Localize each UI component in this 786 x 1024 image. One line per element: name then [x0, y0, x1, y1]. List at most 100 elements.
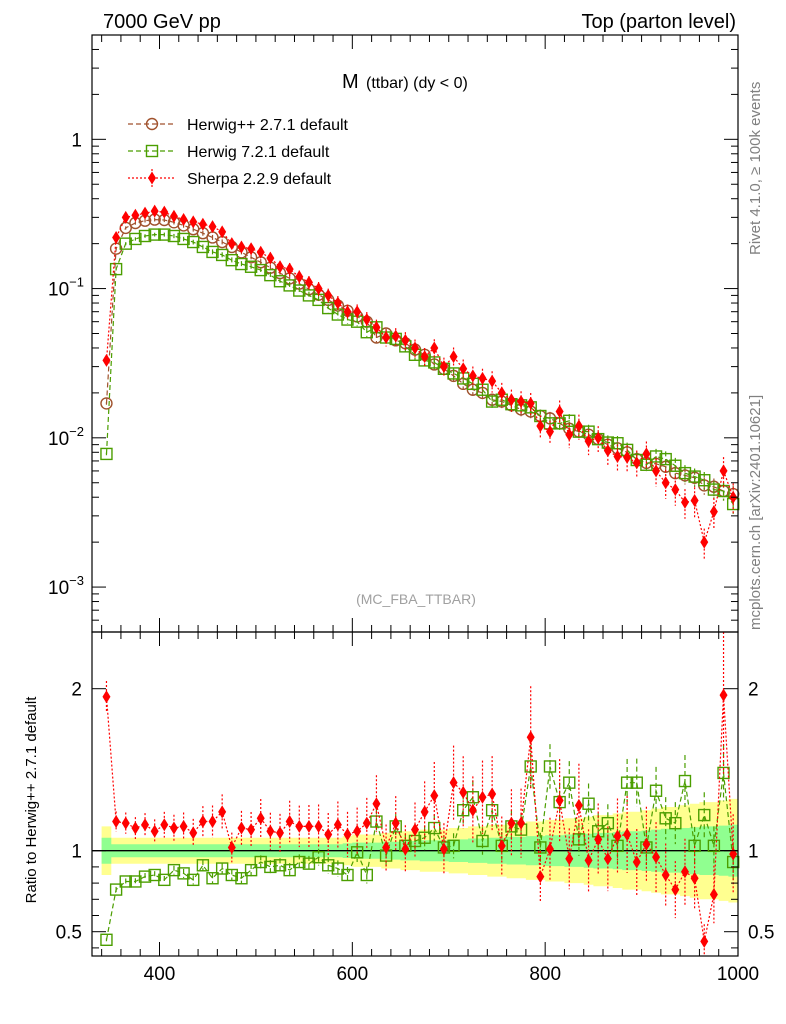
sherpa-point [420, 805, 429, 819]
sherpa-point [247, 823, 256, 837]
sherpa-line [105, 210, 734, 545]
sherpa-point [343, 828, 352, 841]
herwig7-point [678, 466, 692, 480]
sherpa-point [314, 282, 323, 296]
herwig7-point [109, 262, 123, 276]
sherpa-point [382, 840, 391, 854]
ratio-y-tick-label: 1 [71, 842, 82, 863]
sherpa-point [372, 797, 381, 811]
sherpa-point [468, 369, 477, 383]
herwig7-point [244, 863, 258, 877]
sherpa-point [227, 237, 236, 251]
sherpa-point [652, 464, 661, 478]
herwigpp-point [100, 397, 113, 410]
herwig7-point [350, 846, 364, 859]
sherpa-point [690, 494, 699, 508]
sherpa-point [584, 434, 593, 448]
herwig7-point [100, 447, 113, 461]
sherpa-point [488, 787, 497, 801]
sherpa-point [295, 270, 304, 284]
sherpa-point [565, 852, 574, 866]
y-tick-label-exp: −2 [69, 424, 84, 439]
sherpa-point [700, 934, 709, 948]
herwig7-point [158, 228, 171, 241]
herwig7-point [167, 863, 181, 877]
legend-label: Herwig++ 2.7.1 default [187, 117, 349, 134]
sherpa-point [449, 776, 458, 790]
sherpa-point [343, 305, 352, 319]
legend: Herwig++ 2.7.1 default Herwig 7.2.1 defau… [128, 117, 349, 188]
y-tick-label: 1 [71, 130, 82, 151]
herwig7-point [360, 868, 373, 882]
sherpa-point [603, 852, 612, 866]
herwig7-point [563, 414, 576, 428]
herwig7-point [620, 776, 634, 789]
sherpa-point [276, 260, 285, 274]
herwig7-point [630, 776, 643, 789]
sherpa-point [169, 209, 178, 223]
sherpa-point [449, 350, 458, 364]
herwig7-point [418, 831, 431, 844]
sherpa-point [285, 262, 294, 276]
herwig7-point [447, 839, 460, 853]
x-tick-label: 1000 [717, 964, 759, 985]
sherpa-point [169, 821, 178, 835]
sherpa-point [709, 887, 718, 901]
herwig7-point [273, 275, 287, 288]
sherpa-point [623, 828, 632, 841]
sherpa-point [148, 171, 156, 185]
herwig7-point [543, 760, 557, 773]
sherpa-point [497, 839, 506, 853]
title-sub: (ttbar) (dy < 0) [366, 75, 468, 92]
sherpa-point [690, 871, 699, 885]
sherpa-point [497, 386, 506, 400]
sherpa-point [198, 815, 207, 829]
sherpa-point [584, 853, 593, 867]
sherpa-point [112, 230, 121, 244]
herwig7-point [283, 863, 296, 877]
sherpa-point [555, 793, 564, 807]
sherpa-point [150, 204, 159, 218]
sherpa-point [141, 818, 150, 832]
sherpa-point [160, 205, 169, 219]
herwig7-point [129, 232, 142, 246]
sherpa-point [372, 320, 381, 334]
title-main: M [342, 71, 359, 93]
ratio-y-tick-label: 0.5 [56, 923, 82, 944]
herwig7-point [167, 229, 181, 243]
x-tick-label: 400 [144, 964, 176, 985]
sherpa-point [266, 824, 275, 838]
sherpa-point [613, 449, 622, 463]
sherpa-point [256, 811, 265, 825]
sherpa-point [478, 790, 487, 804]
sherpa-point [362, 313, 371, 327]
sherpa-point [227, 840, 236, 854]
sherpa-point [439, 360, 448, 374]
sherpa-point [276, 826, 285, 840]
sherpa-point [160, 818, 169, 832]
sherpa-point [565, 428, 574, 442]
legend-label: Sherpa 2.2.9 default [187, 171, 332, 188]
mcplots-site-label: mcplots.cern.ch [arXiv:2401.10621] [747, 395, 764, 630]
sherpa-point [247, 242, 256, 256]
sherpa-point [411, 823, 419, 837]
sherpa-point [420, 350, 429, 364]
herwig7-point [225, 253, 239, 267]
sherpa-point [295, 819, 304, 833]
sherpa-point [391, 816, 400, 830]
sherpa-point [661, 868, 670, 882]
ratio-y-tick-label-right: 0.5 [748, 923, 774, 944]
sherpa-point [179, 213, 188, 227]
sherpa-point [333, 296, 342, 310]
y-tick-label-exp: −3 [69, 573, 84, 588]
sherpa-point [526, 730, 535, 744]
sherpa-point [536, 870, 545, 884]
sherpa-point [574, 798, 583, 812]
sherpa-point [401, 333, 410, 347]
herwig7-point [244, 260, 258, 273]
herwig7-point [264, 860, 277, 874]
sherpa-point [680, 865, 689, 879]
herwig7-point [582, 797, 595, 810]
herwig7-point [302, 857, 316, 870]
